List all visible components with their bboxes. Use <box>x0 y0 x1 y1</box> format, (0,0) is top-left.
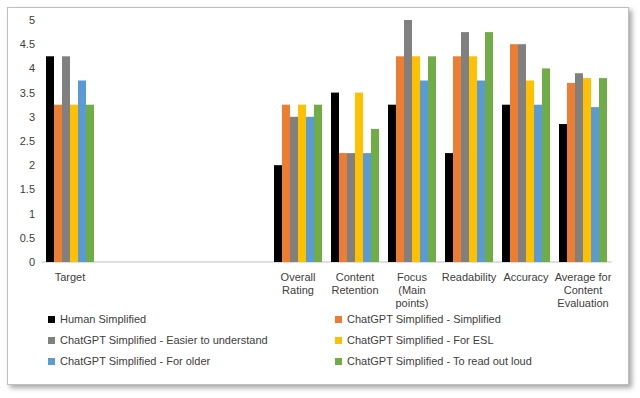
bar <box>54 105 62 262</box>
bar <box>363 153 371 262</box>
bar <box>282 105 290 262</box>
bar <box>290 117 298 262</box>
tick-mark <box>39 44 42 45</box>
x-tick-label: ContentRetention <box>331 271 378 296</box>
bar <box>526 81 534 263</box>
tick-mark <box>39 20 42 21</box>
y-tick-label: 4.5 <box>20 38 35 50</box>
chart-svg: 0 0.5 1 1.5 2 2.5 3 3.5 4 4.5 5 Target OverallRating… <box>0 0 640 398</box>
legend-swatch <box>48 358 55 365</box>
legend-label: ChatGPT Simplified - For older <box>60 355 211 367</box>
y-tick-label: 2 <box>29 159 35 171</box>
x-tick-label: Average forContentEvaluation <box>555 271 612 309</box>
bar <box>371 129 379 262</box>
bar <box>314 105 322 262</box>
bar <box>575 73 583 262</box>
bar <box>396 56 404 262</box>
tick-mark <box>39 213 42 214</box>
bar <box>485 32 493 262</box>
legend: Human Simplified ChatGPT Simplified - Sim… <box>48 313 532 367</box>
tick-mark <box>39 116 42 117</box>
y-tick-label: 5 <box>29 14 35 26</box>
tick-mark <box>39 141 42 142</box>
bar <box>591 107 599 262</box>
x-tick-label: Target <box>55 271 86 283</box>
bar <box>453 56 461 262</box>
bar <box>469 56 477 262</box>
bar <box>420 81 428 263</box>
tick-mark <box>39 68 42 69</box>
legend-label: ChatGPT Simplified - To read out loud <box>347 355 532 367</box>
bar <box>78 81 86 263</box>
x-tick-label: OverallRating <box>281 271 316 296</box>
legend-swatch <box>335 337 342 344</box>
y-tick-label: 3 <box>29 111 35 123</box>
y-tick-label: 0.5 <box>20 232 35 244</box>
tick-mark <box>39 189 42 190</box>
bar <box>583 78 591 262</box>
bar <box>461 32 469 262</box>
bar <box>559 124 567 262</box>
bar <box>70 105 78 262</box>
legend-swatch <box>48 316 55 323</box>
bar <box>412 56 420 262</box>
bar <box>86 105 94 262</box>
bar <box>518 44 526 262</box>
bar <box>62 56 70 262</box>
legend-swatch <box>48 337 55 344</box>
legend-label: Human Simplified <box>60 313 146 325</box>
bar <box>477 81 485 263</box>
legend-label: ChatGPT Simplified - Simplified <box>347 313 501 325</box>
bar <box>274 165 282 262</box>
y-tick-label: 0 <box>29 256 35 268</box>
tick-mark <box>39 165 42 166</box>
tick-mark <box>39 237 42 238</box>
bar <box>331 93 339 262</box>
legend-swatch <box>335 358 342 365</box>
bar <box>534 105 542 262</box>
y-tick-label: 3.5 <box>20 87 35 99</box>
x-tick-label: Focus(Mainpoints) <box>395 271 428 309</box>
bar <box>355 93 363 262</box>
y-tick-label: 4 <box>29 62 35 74</box>
y-tick-label: 1 <box>29 208 35 220</box>
bar <box>567 83 575 262</box>
legend-label: ChatGPT Simplified - For ESL <box>347 334 494 346</box>
tick-mark <box>39 92 42 93</box>
bar <box>306 117 314 262</box>
bar <box>298 105 306 262</box>
bar <box>428 56 436 262</box>
bar <box>542 68 550 262</box>
bar <box>599 78 607 262</box>
bar <box>46 56 54 262</box>
legend-swatch <box>335 316 342 323</box>
bar <box>510 44 518 262</box>
bar <box>347 153 355 262</box>
bar <box>339 153 347 262</box>
tick-mark <box>39 262 42 263</box>
x-tick-label: Accuracy <box>503 271 549 283</box>
legend-label: ChatGPT Simplified - Easier to understan… <box>60 334 268 346</box>
bar <box>502 105 510 262</box>
bar <box>404 20 412 262</box>
y-tick-label: 1.5 <box>20 183 35 195</box>
bars <box>46 20 607 262</box>
y-tick-label: 2.5 <box>20 135 35 147</box>
bar <box>445 153 453 262</box>
x-tick-label: Readability <box>442 271 497 283</box>
bar <box>388 105 396 262</box>
